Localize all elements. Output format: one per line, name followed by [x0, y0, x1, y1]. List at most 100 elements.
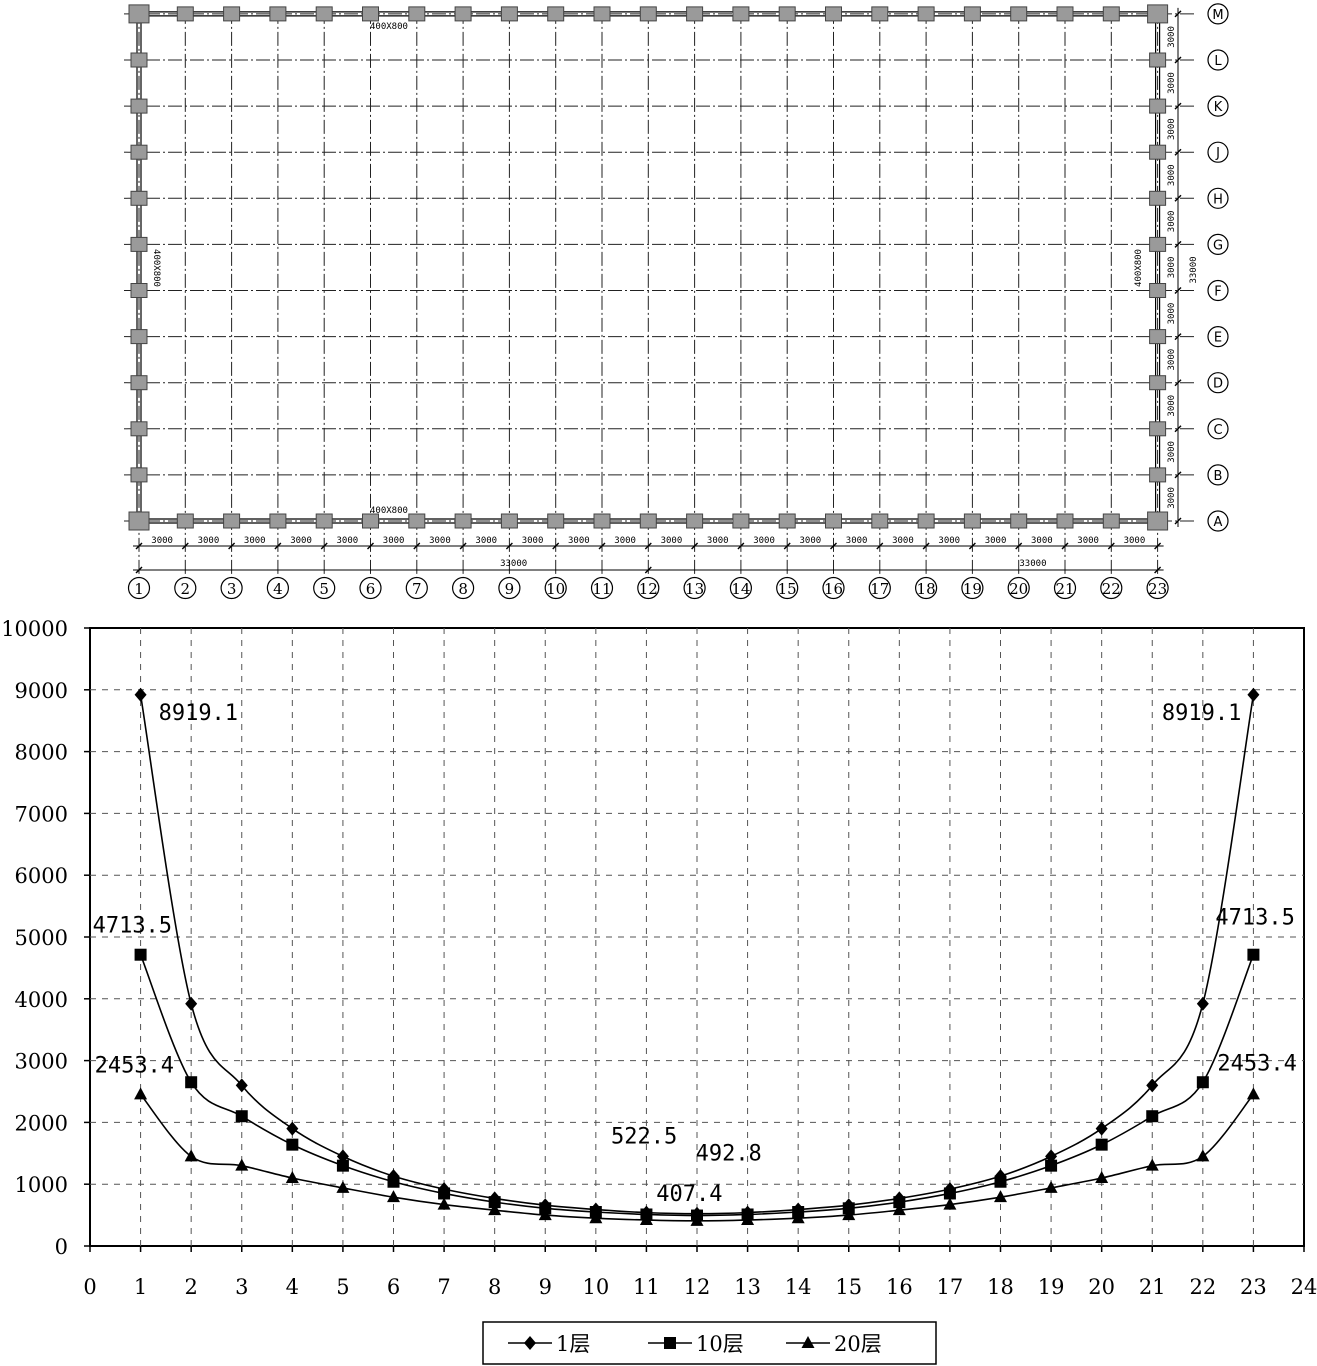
y-axis: 0 1000 2000 3000 4000 5000 6000 7000 8000 9000 100…	[1, 617, 90, 1259]
beam-label-bottom: 400X800	[370, 506, 408, 516]
bay-dimension-label: 3000	[614, 536, 636, 546]
x-tick-label: 8	[488, 1275, 501, 1299]
dimension-tick	[135, 542, 143, 550]
x-tick-label: 6	[387, 1275, 400, 1299]
x-tick-label: 20	[1088, 1275, 1115, 1299]
beam-label-right: 400X800	[1134, 249, 1144, 287]
legend-marker	[801, 1336, 815, 1348]
column-section	[686, 6, 704, 22]
column-axis-label: 7	[412, 580, 422, 598]
column-axis-label: 2	[181, 580, 191, 598]
column-section	[223, 6, 241, 22]
row-axis-bubble	[1207, 233, 1229, 255]
column-section	[269, 6, 287, 22]
column-section	[315, 513, 333, 529]
data-point	[538, 1208, 552, 1221]
column-section	[871, 6, 889, 22]
column-axis-label: 12	[639, 580, 658, 598]
dimension-tick	[644, 542, 652, 550]
row-axis-bubble	[1207, 95, 1229, 117]
bay-dimension-label: 3000	[1077, 536, 1099, 546]
dimension-tick	[876, 542, 884, 550]
column-axis-bubble	[961, 576, 984, 600]
dimension-tick	[1174, 148, 1182, 156]
row-dimension-label: 3000	[1167, 441, 1177, 463]
column-axis-label: 20	[1009, 580, 1028, 598]
dimension-tick	[1174, 287, 1182, 294]
data-point	[1045, 1159, 1058, 1172]
row-axis-bubble	[1207, 3, 1229, 25]
y-tick-label: 3000	[15, 1050, 68, 1074]
total-dimension-label-left: 33000	[500, 559, 527, 569]
column-axis-bubble	[313, 576, 336, 600]
x-tick-label: 18	[987, 1275, 1014, 1299]
row-axis-bubble	[1207, 372, 1229, 394]
x-tick-label: 2	[184, 1275, 197, 1299]
column-axis-label: 6	[366, 580, 376, 598]
dimension-tick	[1174, 425, 1182, 433]
data-point	[589, 1211, 603, 1224]
column-section	[639, 513, 657, 529]
column-axis-label: 22	[1102, 580, 1121, 598]
column-section	[454, 513, 472, 529]
column-axis-bubble	[1100, 576, 1123, 600]
column-axis-label: 4	[273, 580, 283, 598]
x-tick-label: 14	[785, 1275, 812, 1299]
dimension-tick	[274, 542, 282, 550]
data-label: 4713.5	[93, 914, 172, 939]
column-section	[732, 513, 750, 529]
column-section	[1149, 52, 1167, 68]
column-section	[128, 4, 150, 24]
bay-dimension-label: 3000	[707, 536, 729, 546]
column-section	[130, 283, 148, 298]
dimension-tick	[1107, 542, 1115, 550]
data-point	[1095, 1138, 1108, 1151]
x-tick-label: 23	[1240, 1275, 1267, 1299]
dimension-tick	[598, 542, 606, 550]
column-section	[130, 52, 148, 68]
column-axis-bubble	[590, 576, 614, 600]
column-section	[1149, 375, 1167, 391]
bay-dimension-label: 3000	[1124, 536, 1146, 546]
column-section	[1149, 144, 1167, 160]
data-point	[741, 1213, 755, 1226]
column-section	[917, 6, 935, 22]
data-point	[438, 1187, 451, 1200]
data-point	[1196, 1076, 1209, 1089]
x-tick-label: 10	[582, 1275, 609, 1299]
x-tick-label: 24	[1291, 1275, 1317, 1299]
row-axis-bubble	[1207, 187, 1229, 209]
x-tick-label: 0	[83, 1275, 96, 1299]
column-axis-bubble	[405, 576, 428, 600]
y-tick-label: 10000	[1, 617, 68, 641]
x-tick-label: 15	[835, 1275, 862, 1299]
row-axis-label: L	[1214, 54, 1222, 69]
column-axis-bubble	[266, 576, 289, 600]
column-axis-bubble	[220, 576, 243, 600]
column-section	[315, 6, 333, 22]
dimension-tick	[1174, 194, 1182, 202]
dimension-tick	[367, 542, 374, 550]
column-section	[500, 513, 518, 529]
bay-dimension-label: 3000	[151, 536, 173, 546]
x-tick-label: 19	[1038, 1275, 1065, 1299]
row-axis-label: J	[1215, 146, 1220, 161]
data-point	[184, 1149, 198, 1162]
x-tick-label: 11	[633, 1275, 660, 1299]
column-section	[1102, 513, 1120, 529]
bay-dimension-label: 3000	[198, 536, 220, 546]
column-section	[547, 6, 565, 22]
dimension-tick	[181, 542, 189, 550]
column-axis-bubble	[729, 576, 753, 600]
column-axis-label: 11	[592, 580, 611, 598]
row-axis-bubble	[1207, 141, 1229, 163]
column-section	[1149, 329, 1167, 345]
column-section	[130, 467, 148, 483]
data-point	[235, 1078, 248, 1093]
x-tick-label: 4	[286, 1275, 299, 1299]
legend-item: 10层	[648, 1332, 744, 1356]
column-section	[732, 6, 750, 22]
data-point	[639, 1213, 653, 1226]
column-axis-label: 13	[685, 580, 704, 598]
y-tick-label: 5000	[15, 926, 68, 950]
